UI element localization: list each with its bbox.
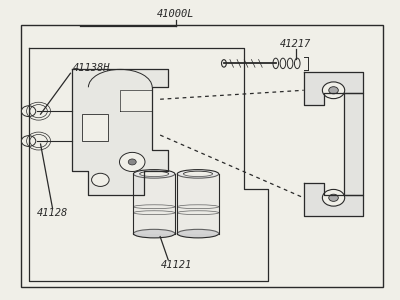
- Polygon shape: [120, 90, 152, 111]
- Ellipse shape: [134, 169, 175, 178]
- Polygon shape: [304, 72, 364, 105]
- Circle shape: [322, 189, 345, 206]
- Circle shape: [120, 152, 145, 172]
- Polygon shape: [344, 93, 364, 195]
- Circle shape: [128, 159, 136, 165]
- Polygon shape: [134, 174, 175, 234]
- Circle shape: [329, 87, 338, 94]
- Ellipse shape: [177, 229, 219, 238]
- Polygon shape: [177, 174, 219, 234]
- Circle shape: [322, 82, 345, 99]
- Ellipse shape: [222, 60, 226, 67]
- Text: 41128: 41128: [36, 208, 68, 218]
- Polygon shape: [72, 69, 168, 195]
- Ellipse shape: [134, 229, 175, 238]
- Ellipse shape: [184, 171, 212, 177]
- Circle shape: [22, 106, 36, 117]
- Ellipse shape: [177, 169, 219, 178]
- Circle shape: [22, 136, 36, 146]
- Text: 41121: 41121: [160, 260, 192, 270]
- Polygon shape: [304, 183, 364, 216]
- Ellipse shape: [140, 171, 169, 177]
- Bar: [21, 25, 383, 287]
- Circle shape: [92, 173, 109, 186]
- Circle shape: [329, 194, 338, 201]
- Text: 41138H: 41138H: [72, 63, 110, 73]
- Bar: [82, 114, 108, 141]
- Text: 41217: 41217: [280, 39, 311, 49]
- Text: 41000L: 41000L: [157, 9, 195, 19]
